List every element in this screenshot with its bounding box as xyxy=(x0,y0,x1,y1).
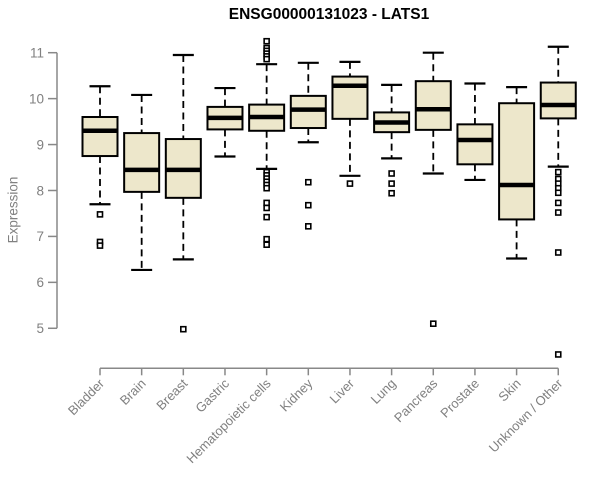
iqr-box xyxy=(456,123,494,166)
outlier-point xyxy=(304,178,312,186)
iqr-box xyxy=(123,132,161,193)
outlier-point xyxy=(554,199,562,207)
box-hematopoietic-cells xyxy=(248,37,286,248)
y-tick-label: 7 xyxy=(36,229,44,244)
outlier-point xyxy=(346,180,354,187)
y-axis-label: Expression xyxy=(5,176,21,244)
x-tick-label-brain: Brain xyxy=(117,376,149,408)
box-lung xyxy=(373,83,411,197)
y-axis: 5 6 7 8 9 10 11 xyxy=(29,46,58,336)
box-liver xyxy=(331,60,369,187)
box-breast xyxy=(164,53,202,333)
outlier-point xyxy=(388,170,395,177)
outlier-point xyxy=(554,168,562,176)
box-unknown-other xyxy=(539,45,577,358)
x-tick-label-kidney: Kidney xyxy=(277,375,316,414)
outlier-point xyxy=(554,249,562,256)
outlier-point xyxy=(263,37,270,45)
box-kidney xyxy=(289,61,327,230)
outlier-point xyxy=(263,235,270,243)
outlier-point xyxy=(263,213,270,221)
outlier-point xyxy=(96,211,104,218)
y-tick-label: 5 xyxy=(36,321,44,336)
box-bladder xyxy=(81,85,119,249)
iqr-box xyxy=(539,81,577,120)
y-tick-label: 6 xyxy=(36,275,44,290)
box-gastric xyxy=(206,86,244,158)
outlier-point xyxy=(263,55,270,63)
x-tick-label-gastric: Gastric xyxy=(192,375,232,415)
box-brain xyxy=(123,93,161,272)
outlier-point xyxy=(429,320,437,327)
box-prostate xyxy=(456,82,494,182)
outlier-point xyxy=(263,241,270,248)
y-tick-label: 10 xyxy=(29,91,44,106)
y-tick-label: 9 xyxy=(36,137,44,152)
x-tick-label-pancreas: Pancreas xyxy=(391,375,441,425)
iqr-box xyxy=(414,80,452,131)
outlier-point xyxy=(554,351,562,358)
box-skin xyxy=(498,86,536,260)
x-tick-label-lung: Lung xyxy=(368,376,399,407)
outlier-point xyxy=(388,189,395,197)
outlier-point xyxy=(263,199,270,207)
iqr-box xyxy=(289,94,327,130)
outlier-point xyxy=(263,204,270,212)
x-tick-label-bladder: Bladder xyxy=(65,375,108,418)
outlier-point xyxy=(96,242,104,249)
x-tick-label-skin: Skin xyxy=(495,376,523,404)
outlier-point xyxy=(263,184,270,192)
iqr-box xyxy=(331,75,369,120)
outlier-point xyxy=(304,223,312,230)
outlier-point xyxy=(554,189,562,197)
iqr-box xyxy=(498,102,536,221)
y-tick-label: 8 xyxy=(36,183,44,198)
x-tick-label-unknown-other: Unknown / Other xyxy=(486,375,566,455)
iqr-box xyxy=(81,116,119,158)
outlier-point xyxy=(180,325,187,333)
x-tick-label-liver: Liver xyxy=(327,375,358,406)
outlier-point xyxy=(554,209,562,216)
y-tick-label: 11 xyxy=(30,46,44,61)
outlier-point xyxy=(388,180,395,187)
x-tick-label-prostate: Prostate xyxy=(437,376,482,421)
box-pancreas xyxy=(414,51,452,327)
outlier-point xyxy=(304,201,312,209)
x-tick-label-breast: Breast xyxy=(153,376,190,413)
chart-title: ENSG00000131023 - LATS1 xyxy=(228,6,430,23)
